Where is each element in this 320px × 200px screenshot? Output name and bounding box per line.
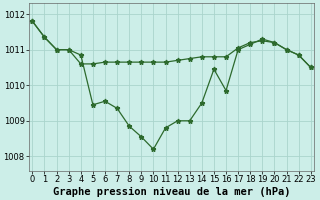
X-axis label: Graphe pression niveau de la mer (hPa): Graphe pression niveau de la mer (hPa)	[53, 186, 290, 197]
